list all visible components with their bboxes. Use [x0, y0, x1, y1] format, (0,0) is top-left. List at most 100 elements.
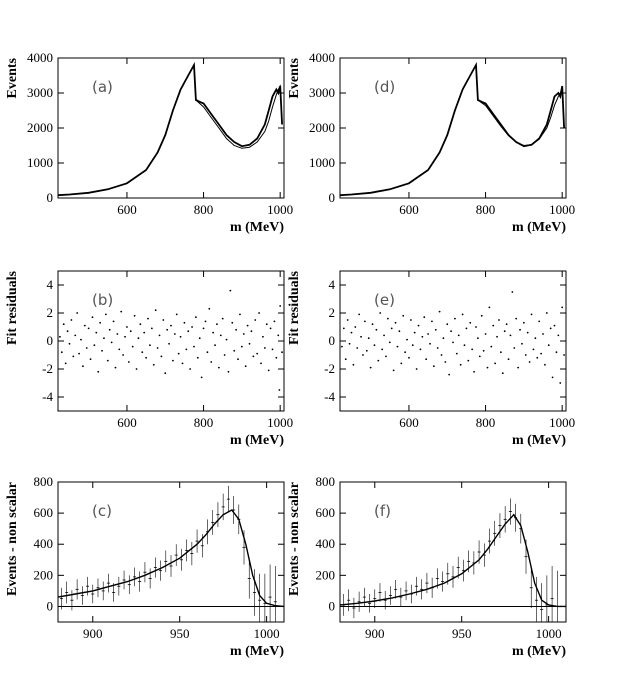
fit-curve [57, 63, 283, 196]
data-point [85, 347, 88, 349]
data-point [360, 335, 362, 338]
x-tick-label: 600 [399, 415, 419, 430]
y-tick-label: 1000 [27, 155, 53, 170]
data-point [478, 355, 481, 358]
y-tick-label: 4 [47, 277, 54, 292]
data-point [358, 313, 361, 316]
data-point [436, 347, 439, 349]
y-axis-title: Events - non scalar [287, 482, 302, 596]
data-point [179, 335, 182, 338]
data-point [505, 323, 508, 326]
data-point [499, 351, 502, 354]
data-point [369, 366, 372, 369]
data-point [377, 359, 380, 362]
y-tick-label: 2000 [27, 120, 53, 135]
data-point [225, 338, 228, 341]
data-point [89, 358, 92, 361]
data-point [127, 361, 130, 363]
y-tick-label: 1000 [309, 155, 335, 170]
data-point [524, 354, 527, 356]
y-tick-label: 0 [47, 598, 54, 613]
data-point [536, 356, 539, 359]
data-point [104, 313, 107, 316]
data-point [219, 334, 222, 337]
x-axis-title: m (MeV) [230, 644, 284, 659]
panel-label: (a) [92, 78, 113, 96]
panel-label: (e) [374, 291, 395, 309]
data-point [528, 361, 531, 363]
data-point [511, 291, 514, 293]
data-point [173, 333, 176, 335]
panel-label: (b) [92, 291, 113, 309]
y-tick-label: 3000 [309, 85, 335, 100]
data-point [189, 368, 192, 370]
data-point [442, 337, 445, 340]
y-tick-label: -2 [42, 361, 53, 376]
data-point [87, 327, 90, 330]
data-point [375, 328, 378, 331]
data-point [444, 361, 447, 363]
data-point [149, 344, 151, 347]
data-point [194, 316, 197, 319]
data-point [459, 363, 462, 366]
data-point [396, 345, 399, 348]
data-point [431, 320, 433, 323]
data-point [223, 354, 226, 356]
data-point [242, 333, 245, 335]
data-point [385, 355, 387, 358]
y-tick-label: -4 [324, 389, 335, 404]
data-point [278, 389, 281, 391]
data-point [72, 355, 75, 358]
data-point [507, 358, 510, 361]
plot-frame [339, 481, 567, 623]
data-point [551, 376, 554, 379]
data-point [557, 334, 560, 337]
data-point [513, 347, 516, 349]
y-tick-label: 4000 [309, 50, 335, 65]
x-axis-title: m (MeV) [512, 220, 566, 235]
data-point [122, 354, 125, 356]
data-point [204, 320, 207, 323]
data-point [135, 368, 138, 370]
data-point [465, 327, 468, 330]
data-point [112, 320, 115, 323]
panel-d: 600 800 1000 0 1000 2000 3000 4000 m (MeV) Events… [287, 50, 575, 235]
data-point [108, 328, 111, 331]
data-point [482, 349, 485, 352]
x-tick-label: 950 [170, 626, 190, 641]
data-point [400, 362, 403, 365]
x-tick-label: 600 [117, 202, 137, 217]
data-point [76, 312, 79, 314]
data-point [152, 363, 155, 366]
data-point [404, 351, 407, 354]
data-point [129, 330, 132, 333]
y-axis-title: Events [5, 57, 20, 98]
data-point [78, 352, 80, 355]
data-point [175, 313, 178, 316]
x-tick-label: 1000 [549, 415, 575, 430]
data-point [547, 344, 550, 347]
data-point [248, 342, 251, 345]
data-point [254, 319, 257, 321]
panel-c: 900 950 1000 0 200 400 600 800 m (MeV) Events - n… [5, 474, 285, 659]
data-point [498, 319, 500, 321]
data-point [110, 341, 113, 344]
x-tick-label: 600 [117, 415, 137, 430]
data-point [522, 321, 525, 324]
y-axis-title: Events [287, 57, 302, 98]
data-point [198, 337, 201, 340]
data-point [446, 323, 449, 326]
plot-frame [57, 481, 285, 623]
data-point [390, 327, 393, 330]
x-tick-label: 600 [399, 202, 419, 217]
data-point [99, 321, 102, 324]
data-point [252, 355, 255, 358]
data-point [262, 335, 264, 338]
data-point [212, 331, 215, 334]
data-point [263, 347, 266, 349]
data-point [517, 366, 520, 369]
data-point [166, 328, 169, 331]
data-point [402, 314, 405, 317]
data-point [383, 334, 385, 337]
data-point [83, 324, 86, 327]
